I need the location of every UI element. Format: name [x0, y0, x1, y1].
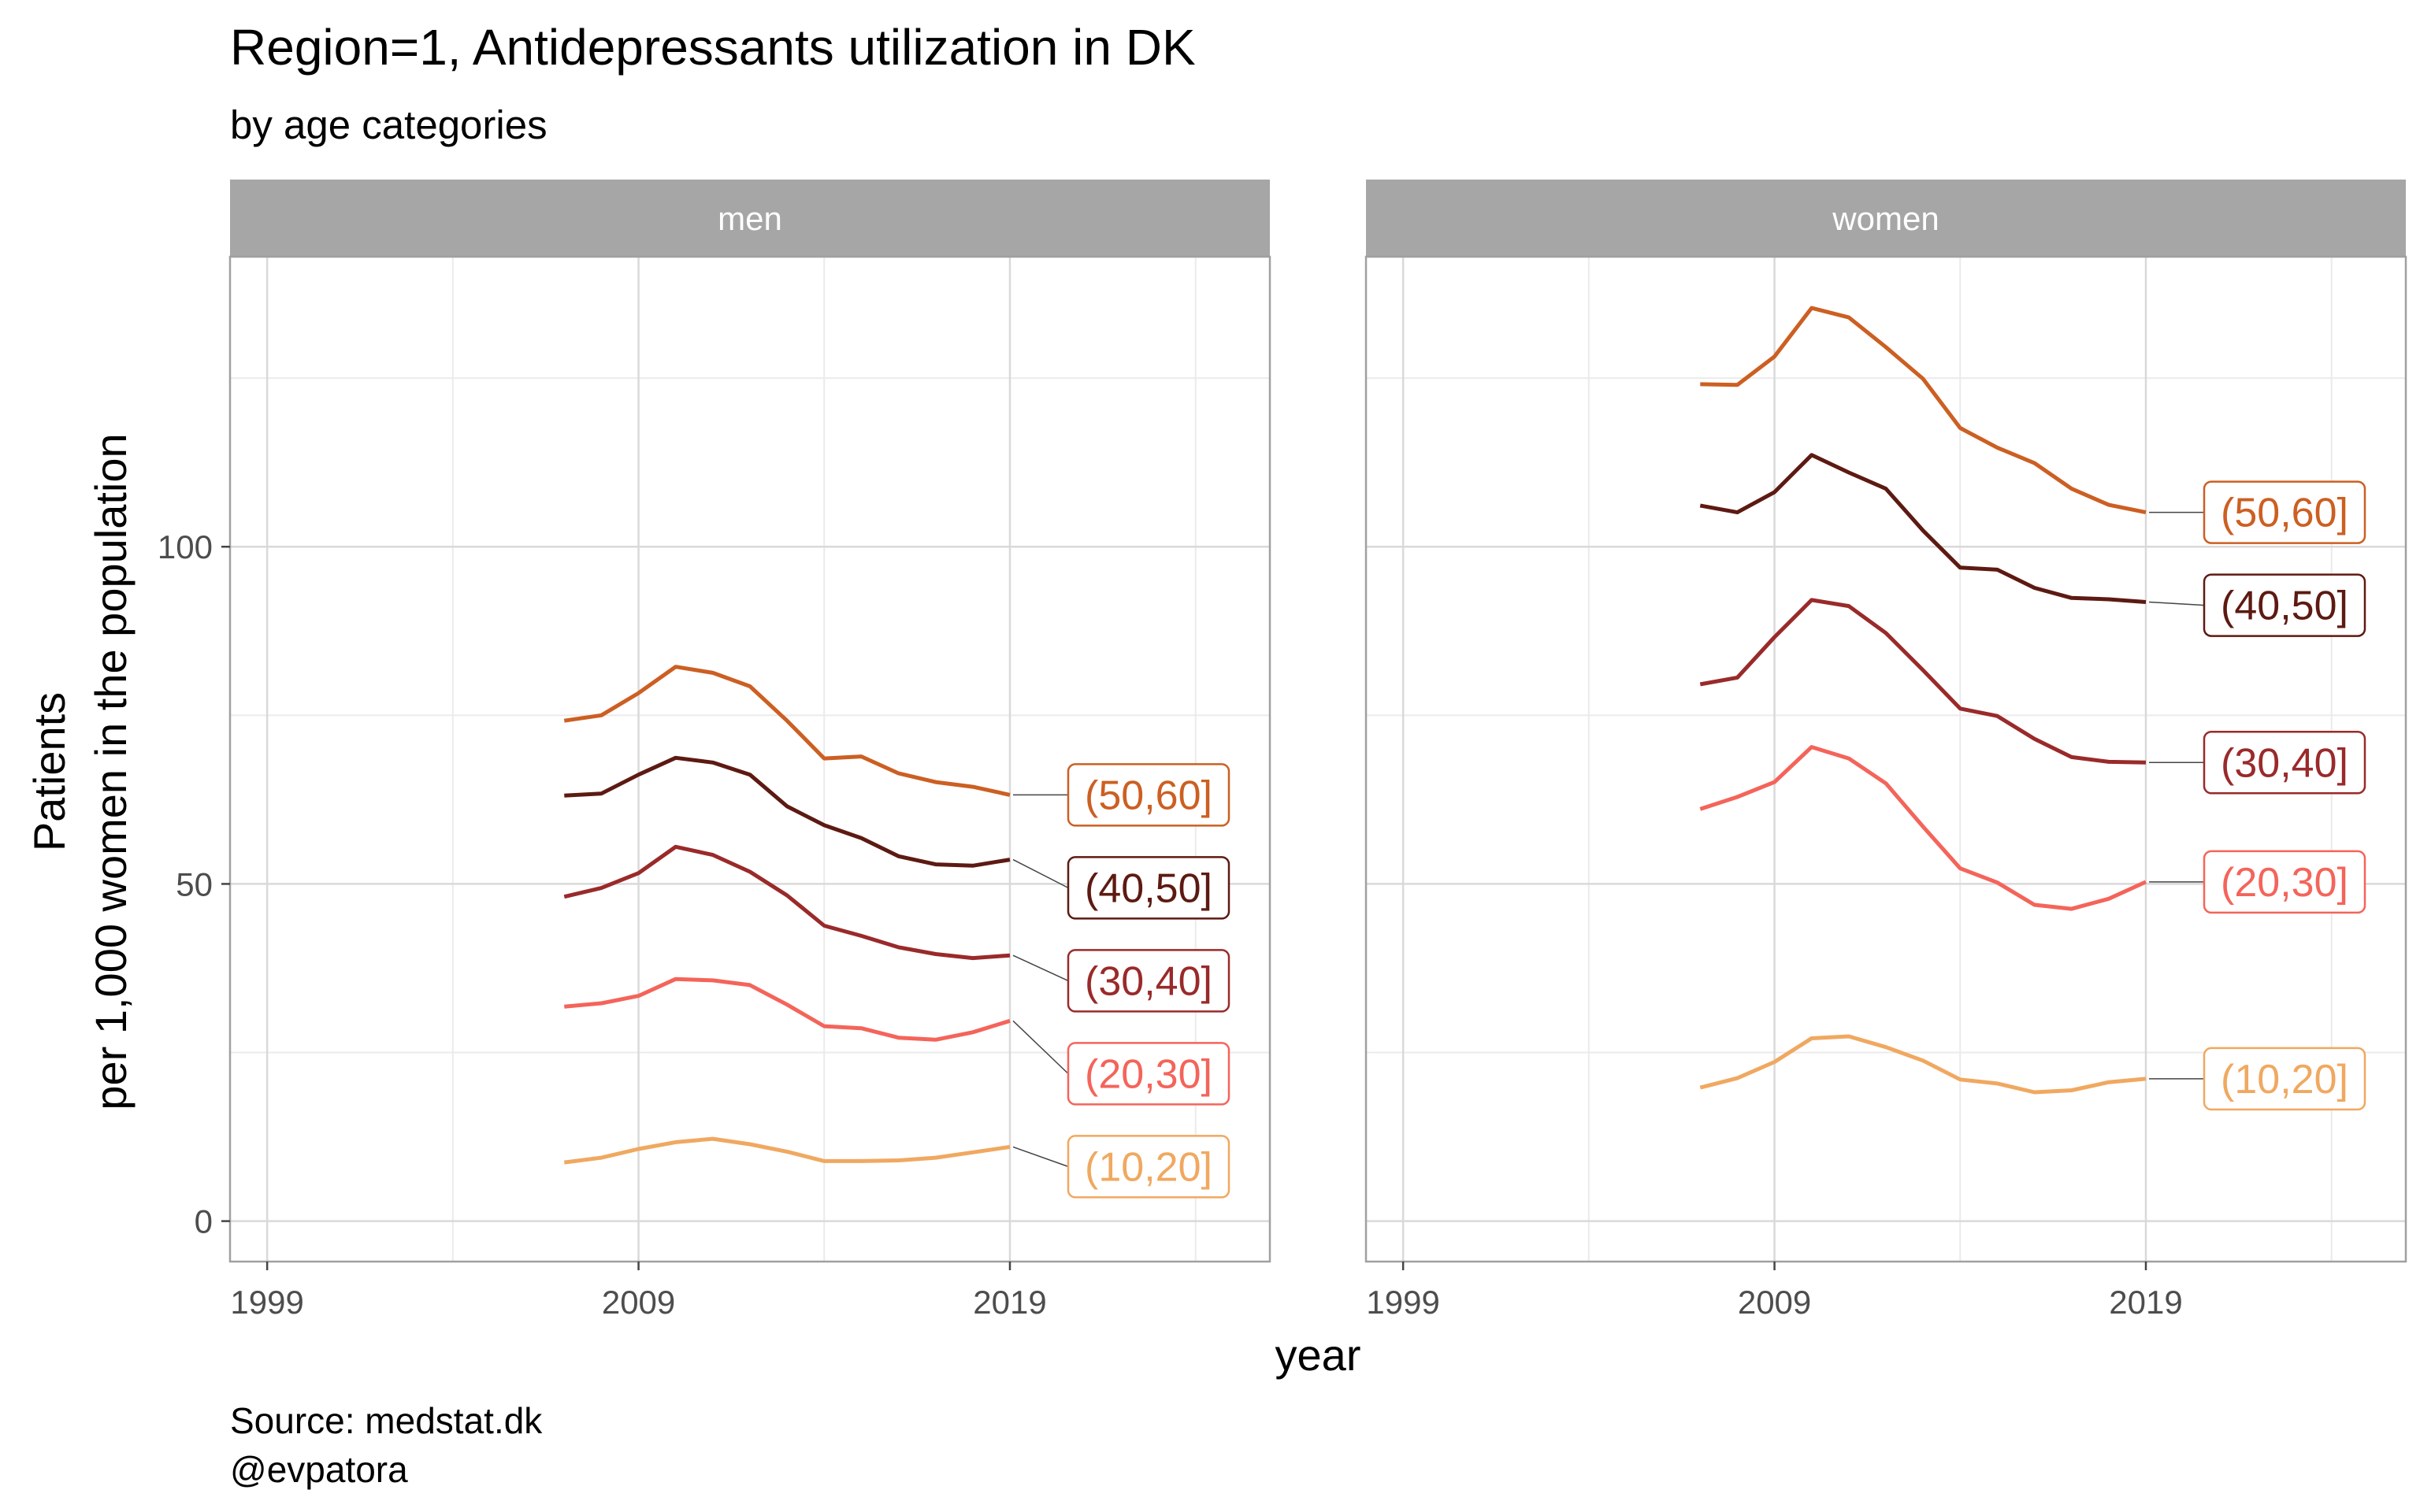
series-label-box-women-10-20	[2203, 1047, 2366, 1111]
x-tick-label: 2009	[1738, 1284, 1811, 1321]
panel-border	[1364, 255, 2407, 1263]
panel-border	[228, 255, 1271, 1263]
series-label-box-men-40-50	[1067, 856, 1230, 920]
y-axis-title-line2: per 1,000 women in the population	[86, 433, 135, 1110]
caption-line2: @evpatora	[230, 1449, 408, 1490]
y-axis-title-line1: Patients	[24, 692, 74, 851]
y-tick-label: 50	[176, 865, 213, 902]
facet-label-men: men	[718, 200, 782, 237]
label-connector-men-20-30	[1012, 1020, 1069, 1074]
panels: men 1999 2009 2019 0 50 100 (50,60] (40,50] (30,4…	[158, 180, 2407, 1321]
series-label-women-40-50: (40,50]	[2221, 584, 2348, 629]
x-tick-label: 2009	[602, 1284, 675, 1321]
series-line-men-30-40	[563, 844, 1011, 961]
series-line-women-50-60	[1700, 306, 2147, 515]
x-tick-label: 2019	[2109, 1284, 2182, 1321]
series-line-women-40-50	[1699, 453, 2147, 604]
chart-title: Region=1, Antidepressants utilization in…	[230, 19, 1196, 76]
series-line-women-10-20	[1699, 1034, 2147, 1095]
series-label-men-50-60: (50,60]	[1085, 773, 1212, 818]
series-label-men-10-20: (10,20]	[1085, 1144, 1212, 1190]
series-line-women-30-40	[1699, 598, 2147, 765]
series-label-women-20-30: (20,30]	[2221, 860, 2348, 906]
chart-subtitle: by age categories	[230, 102, 547, 147]
y-tick-label: 100	[158, 528, 213, 565]
series-label-women-10-20: (10,20]	[2221, 1057, 2348, 1102]
series-label-men-40-50: (40,50]	[1085, 865, 1212, 911]
series-label-box-women-50-60	[2203, 480, 2366, 544]
panel-women: women 1999 2009 2019 (50,60] (40,50] (30,40] (2…	[1364, 180, 2407, 1321]
label-connector-men-30-40	[1012, 954, 1069, 982]
series-label-men-20-30: (20,30]	[1085, 1051, 1212, 1097]
label-connector-men-10-20	[1012, 1146, 1069, 1168]
y-axis-title: Patients per 1,000 women in the populati…	[24, 433, 135, 1110]
facet-strip-women	[1366, 180, 2406, 257]
y-tick-label: 0	[195, 1203, 213, 1240]
series-line-men-10-20	[563, 1136, 1011, 1165]
x-axis-title: year	[1275, 1330, 1361, 1380]
series-line-men-50-60	[563, 665, 1011, 797]
label-connector-men-40-50	[1012, 858, 1069, 889]
series-label-box-men-50-60	[1067, 763, 1230, 827]
series-label-box-women-40-50	[2203, 573, 2366, 637]
series-label-women-50-60: (50,60]	[2221, 491, 2348, 536]
x-tick-label: 1999	[230, 1284, 303, 1321]
facet-label-women: women	[1832, 200, 1939, 237]
series-label-box-men-10-20	[1067, 1135, 1230, 1199]
series-line-men-20-30	[564, 976, 1011, 1042]
panel-men: men 1999 2009 2019 0 50 100 (50,60] (40,50] (30,4…	[158, 180, 1271, 1321]
series-label-box-women-20-30	[2203, 850, 2366, 914]
series-label-box-men-30-40	[1067, 949, 1230, 1013]
series-label-box-women-30-40	[2203, 731, 2366, 795]
label-connector-women-40-50	[2148, 601, 2205, 606]
series-label-women-30-40: (30,40]	[2221, 740, 2348, 786]
x-tick-label: 1999	[1366, 1284, 1439, 1321]
caption-line1: Source: medstat.dk	[230, 1400, 543, 1441]
facet-strip-men	[230, 180, 1270, 257]
series-line-women-20-30	[1699, 745, 2147, 911]
series-label-box-men-20-30	[1067, 1042, 1230, 1106]
x-tick-label: 2019	[973, 1284, 1046, 1321]
series-label-men-30-40: (30,40]	[1085, 958, 1212, 1004]
series-line-men-40-50	[564, 755, 1011, 868]
